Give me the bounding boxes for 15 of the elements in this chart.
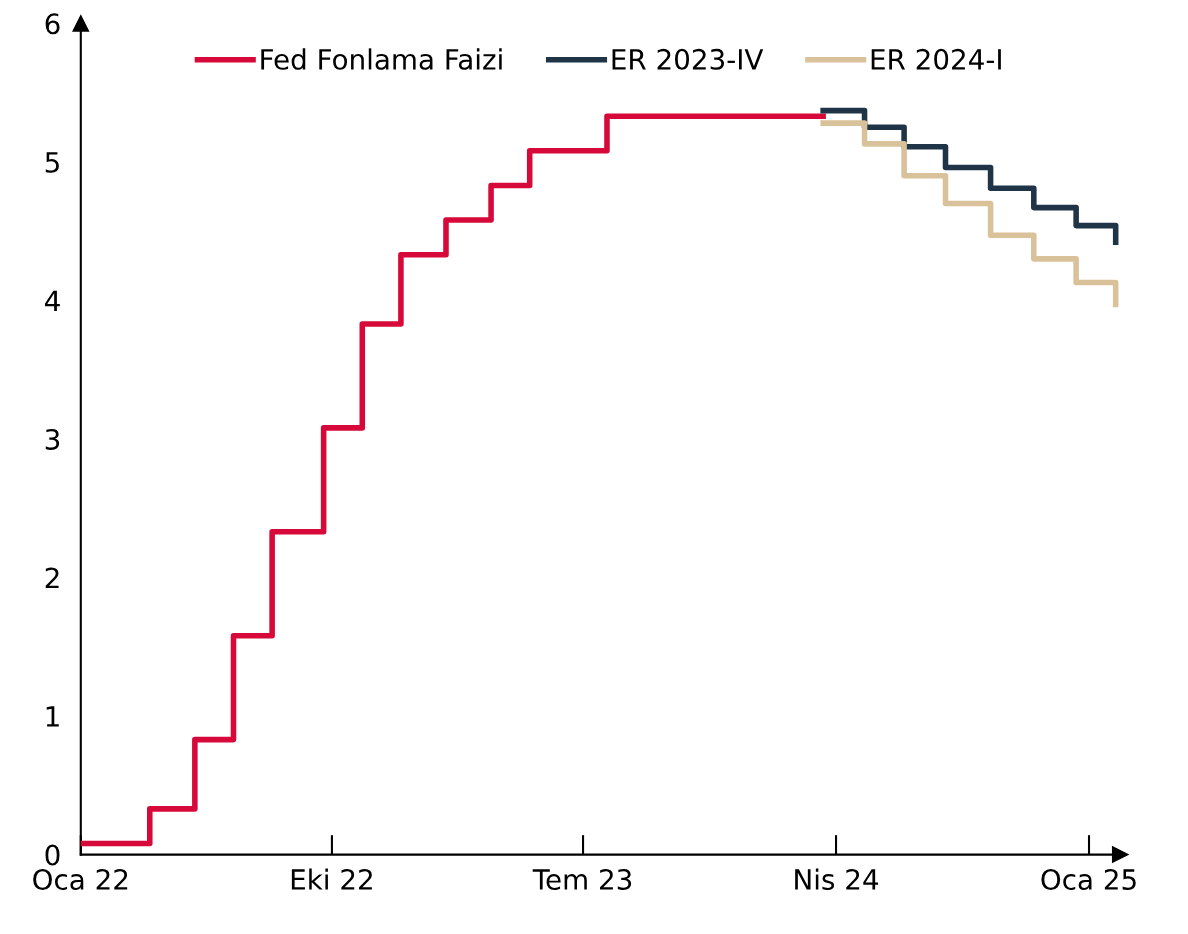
- y-tick-label: 6: [45, 13, 60, 35]
- y-tick-label: 2: [45, 567, 59, 589]
- y-tick-label: 4: [45, 290, 60, 311]
- y-tick-label: 1: [46, 706, 59, 727]
- y-tick-label: 3: [45, 428, 60, 450]
- x-tick-label: Nis 24: [795, 868, 879, 890]
- legend-label: ER 2024-I: [871, 48, 1001, 70]
- y-tick-label: 0: [45, 844, 60, 866]
- legend-label: Fed Fonlama Faizi: [261, 48, 502, 70]
- x-tick-label: Tem 23: [532, 868, 632, 890]
- x-tick-label: Oca 22: [33, 868, 128, 890]
- legend-label: ER 2023-IV: [612, 48, 764, 70]
- x-tick-label: Oca 25: [1041, 868, 1136, 890]
- x-tick-label: Eki 22: [291, 868, 372, 890]
- y-tick-label: 5: [45, 152, 59, 173]
